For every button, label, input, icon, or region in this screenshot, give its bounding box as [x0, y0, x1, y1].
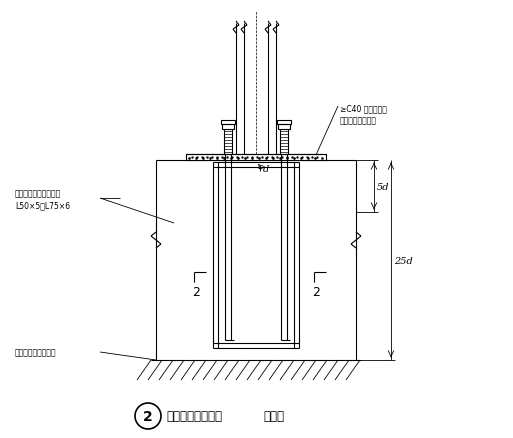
Text: 2: 2 — [312, 286, 320, 299]
Text: d: d — [263, 164, 269, 173]
Text: 柱脚锚栓固定支架: 柱脚锚栓固定支架 — [166, 410, 222, 423]
Text: 锚栓固定角钢，通常用: 锚栓固定角钢，通常用 — [15, 189, 61, 198]
Bar — [186, 155, 326, 161]
Text: 2: 2 — [192, 286, 200, 299]
Text: L50×5～L75×6: L50×5～L75×6 — [15, 201, 70, 210]
Bar — [222, 125, 234, 130]
Bar — [278, 125, 290, 130]
Text: （二）: （二） — [263, 410, 284, 423]
Text: 2: 2 — [143, 409, 153, 423]
Text: 25d: 25d — [394, 256, 413, 265]
Text: ≥C40 无收缩碎石: ≥C40 无收缩碎石 — [340, 104, 387, 113]
Bar — [277, 121, 291, 125]
Text: 5d: 5d — [377, 182, 389, 191]
Text: 锚栓固定架设置标高: 锚栓固定架设置标高 — [15, 348, 56, 357]
Text: 混凝土或细石砂浆: 混凝土或细石砂浆 — [340, 116, 377, 125]
Bar — [221, 121, 235, 125]
